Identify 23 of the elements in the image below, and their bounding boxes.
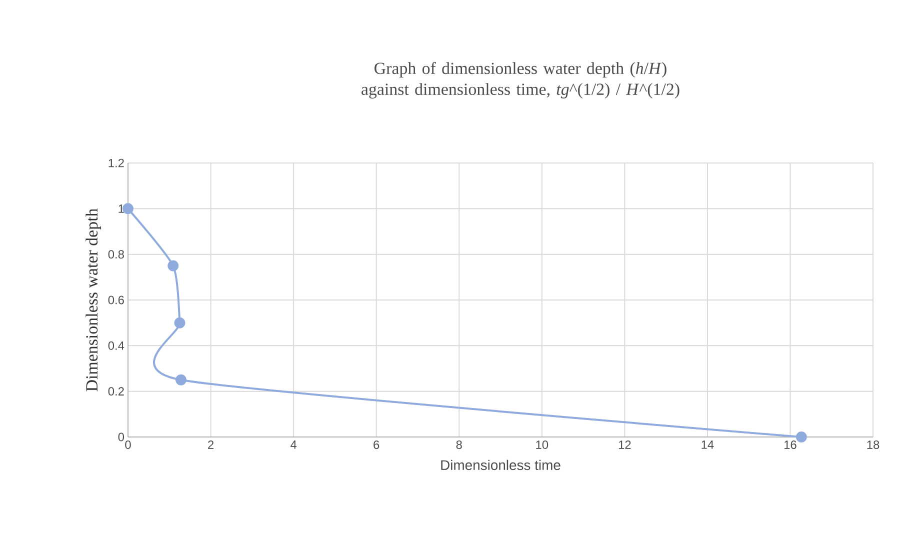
y-tick-label: 0.4 [108, 341, 124, 350]
x-tick-label: 2 [208, 440, 214, 449]
x-tick-label: 14 [702, 440, 714, 449]
x-tick-label: 0 [125, 440, 131, 449]
point [168, 260, 179, 272]
y-tick-label: 1.2 [108, 158, 124, 168]
x-tick-label: 8 [456, 440, 462, 449]
x-axis-title: Dimensionless time [441, 460, 560, 470]
x-tick-label: 18 [867, 440, 880, 449]
x-tick-label: 6 [374, 440, 380, 449]
x-tick-label: 12 [618, 440, 631, 449]
x-tick-label: 16 [784, 440, 796, 449]
y-tick-label: 0 [118, 432, 124, 442]
point [175, 374, 186, 386]
x-tick-label: 4 [290, 440, 297, 449]
point [796, 432, 807, 442]
x-tick-label: 10 [536, 440, 548, 449]
y-tick-label: 0.6 [108, 296, 124, 304]
y-tick-label: 0.2 [108, 387, 124, 396]
y-axis-title: Dimensionless water depth [86, 208, 102, 392]
point [174, 317, 186, 328]
y-tick-label: 0.8 [108, 250, 124, 259]
chart-title: Graph of dimensionless water depth (h/H) against dimensionless time, tg^(1/2) / H^(1/2) [362, 62, 680, 98]
